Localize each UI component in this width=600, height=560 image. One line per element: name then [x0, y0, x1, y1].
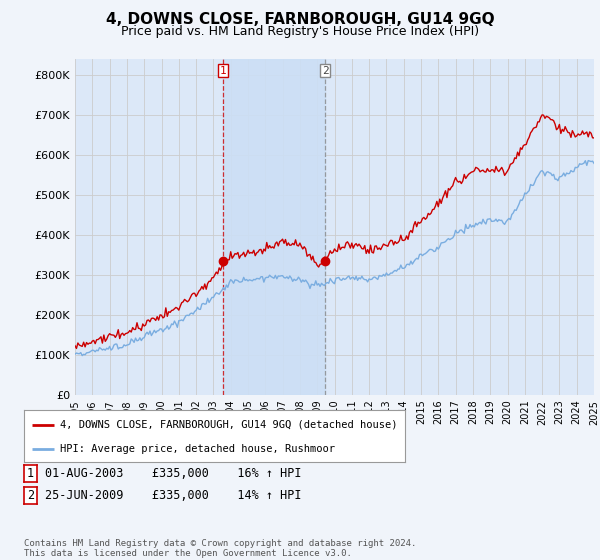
Text: 4, DOWNS CLOSE, FARNBOROUGH, GU14 9GQ: 4, DOWNS CLOSE, FARNBOROUGH, GU14 9GQ	[106, 12, 494, 27]
Text: Contains HM Land Registry data © Crown copyright and database right 2024.
This d: Contains HM Land Registry data © Crown c…	[24, 539, 416, 558]
Text: 1: 1	[27, 466, 34, 480]
Text: 01-AUG-2003    £335,000    16% ↑ HPI: 01-AUG-2003 £335,000 16% ↑ HPI	[45, 466, 302, 480]
Text: 25-JUN-2009    £335,000    14% ↑ HPI: 25-JUN-2009 £335,000 14% ↑ HPI	[45, 489, 302, 502]
Text: 2: 2	[322, 66, 329, 76]
Text: HPI: Average price, detached house, Rushmoor: HPI: Average price, detached house, Rush…	[60, 444, 335, 454]
Text: 1: 1	[220, 66, 227, 76]
Bar	[223, 59, 325, 395]
Text: Price paid vs. HM Land Registry's House Price Index (HPI): Price paid vs. HM Land Registry's House …	[121, 25, 479, 38]
Text: 2: 2	[27, 489, 34, 502]
Text: 4, DOWNS CLOSE, FARNBOROUGH, GU14 9GQ (detached house): 4, DOWNS CLOSE, FARNBOROUGH, GU14 9GQ (d…	[60, 420, 398, 430]
